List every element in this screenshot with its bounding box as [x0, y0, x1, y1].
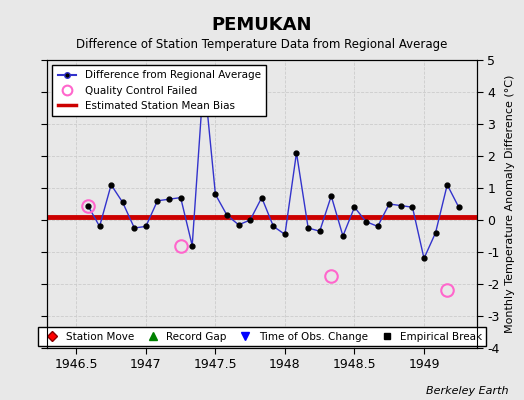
Text: Difference of Station Temperature Data from Regional Average: Difference of Station Temperature Data f…	[77, 38, 447, 51]
Legend: Station Move, Record Gap, Time of Obs. Change, Empirical Break: Station Move, Record Gap, Time of Obs. C…	[38, 327, 486, 346]
Text: PEMUKAN: PEMUKAN	[212, 16, 312, 34]
Text: Berkeley Earth: Berkeley Earth	[426, 386, 508, 396]
Y-axis label: Monthly Temperature Anomaly Difference (°C): Monthly Temperature Anomaly Difference (…	[505, 75, 515, 333]
